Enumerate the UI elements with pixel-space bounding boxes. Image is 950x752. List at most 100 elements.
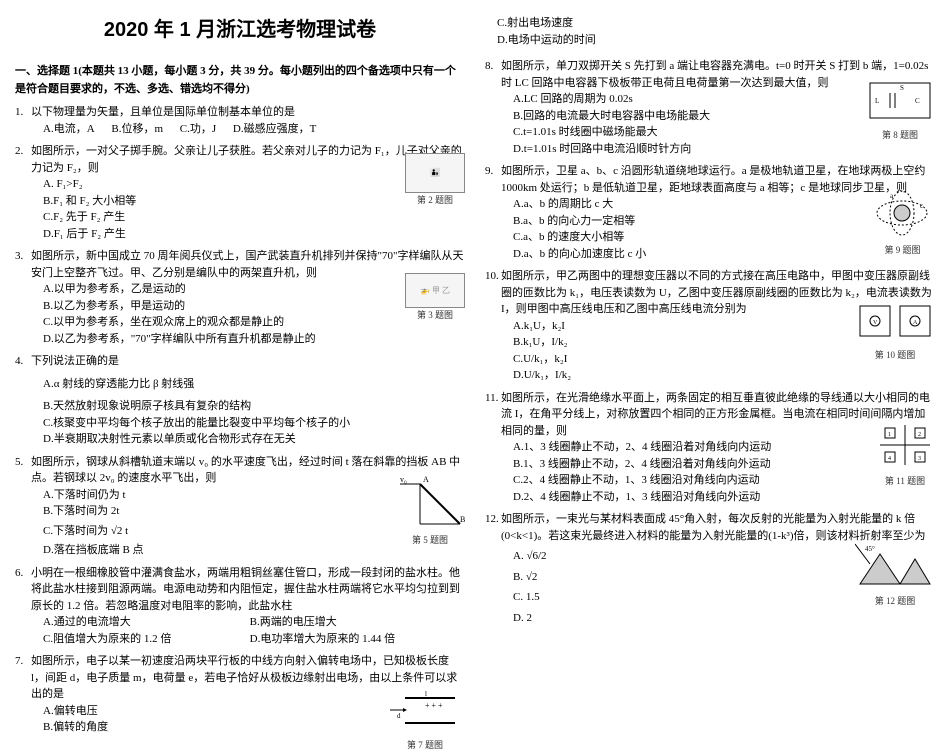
- q2-opts: A. F₁>F₂ B.F₁ 和 F₂ 大小相等 C.F₂ 先于 F₂ 产生 D.…: [31, 176, 465, 242]
- q9-num: 9.: [485, 163, 493, 180]
- question-2: 2. 如图所示，一对父子掷手腕。父亲让儿子获胜。若父亲对儿子的力记为 F₁，儿子…: [15, 143, 465, 242]
- q3-d: D.以乙为参考系，"70"字样编队中所有直升机都是静止的: [43, 331, 465, 348]
- svg-text:C: C: [915, 97, 920, 105]
- q8-figure: L C S 第 8 题图: [865, 78, 935, 142]
- orbit-icon: ca: [870, 188, 935, 238]
- q4-a: A.α 射线的穿透能力比 β 射线强: [43, 376, 465, 393]
- q3-opts: A.以甲为参考系，乙是运动的 B.以乙为参考系，甲是运动的 C.以甲为参考系，坐…: [31, 281, 465, 347]
- question-7: 7. 如图所示，电子以某一初速度沿两块平行板的中线方向射入偏转电场中，已知极板长…: [15, 653, 465, 736]
- svg-text:v₀: v₀: [400, 475, 407, 484]
- q1-stem: 以下物理量为矢量，且单位是国际单位制基本单位的是: [31, 106, 295, 118]
- q2-b: B.F₁ 和 F₂ 大小相等: [43, 193, 465, 210]
- q6-num: 6.: [15, 565, 23, 582]
- question-10: 10. 如图所示，甲乙两图中的理想变压器以不同的方式接在高压电路中，甲图中变压器…: [485, 268, 935, 384]
- q6-a: A.通过的电流增大: [43, 614, 233, 631]
- svg-text:A: A: [913, 320, 918, 326]
- q11-stem: 如图所示，在光滑绝缘水平面上，两条固定的相互垂直彼此绝缘的导线通以大小相同的电流…: [501, 392, 930, 437]
- q7-num: 7.: [15, 653, 23, 670]
- q2-c: C.F₂ 先于 F₂ 产生: [43, 209, 465, 226]
- q5-num: 5.: [15, 454, 23, 471]
- q7-opts-cont: C.射出电场速度 D.电场中运动的时间: [485, 15, 935, 48]
- svg-text:4: 4: [888, 456, 891, 462]
- q1-num: 1.: [15, 104, 23, 121]
- q4-opts: A.α 射线的穿透能力比 β 射线强 B.天然放射现象说明原子核具有复杂的结构 …: [31, 376, 465, 448]
- q10-cap: 第 10 题图: [855, 349, 935, 363]
- arm-wrestle-icon: 👨‍👦: [405, 153, 465, 193]
- question-12: 12. 如图所示，一束光与某材料表面成 45°角入射，每次反射的光能量为入射光能…: [485, 511, 935, 630]
- transformer-icon: VA: [855, 298, 935, 343]
- coils-icon: 1 2 4 3: [875, 420, 935, 470]
- question-3: 3. 如图所示，新中国成立 70 周年阅兵仪式上，国产武装直升机排列并保持"70…: [15, 248, 465, 347]
- q2-num: 2.: [15, 143, 23, 160]
- svg-text:l: l: [425, 690, 427, 698]
- q11-d: D.2、4 线圈静止不动，1、3 线圈沿对角线向外运动: [513, 489, 935, 506]
- svg-text:S: S: [900, 84, 904, 92]
- q7-figure: l d + + + 第 7 题图: [385, 688, 465, 752]
- q12-cap: 第 12 题图: [855, 595, 935, 609]
- q3-num: 3.: [15, 248, 23, 265]
- q4-d: D.半衰期取决射性元素以单质或化合物形式存在无关: [43, 431, 465, 448]
- q8-d: D.t=1.01s 时回路中电流沿顺时针方向: [513, 141, 935, 158]
- q1-opts: A.电流，A B.位移，m C.功，J D.磁感应强度，T: [31, 121, 465, 138]
- svg-text:3: 3: [918, 456, 921, 462]
- q9-cap: 第 9 题图: [870, 244, 935, 258]
- q3-b: B.以乙为参考系，甲是运动的: [43, 298, 465, 315]
- q4-num: 4.: [15, 353, 23, 370]
- svg-text:45°: 45°: [865, 545, 875, 553]
- q1-d: D.磁感应强度，T: [233, 121, 316, 138]
- q1-c: C.功，J: [180, 121, 216, 138]
- svg-text:c: c: [920, 202, 923, 210]
- question-9: 9. 如图所示，卫星 a、b、c 沿圆形轨道绕地球运行。a 是极地轨道卫星，在地…: [485, 163, 935, 262]
- svg-text:B: B: [460, 515, 465, 524]
- question-8: 8. 如图所示，单刀双掷开关 S 先打到 a 端让电容器充满电。t=0 时开关 …: [485, 58, 935, 157]
- q6-stem: 小明在一根细橡胶管中灌满食盐水，两端用粗铜丝塞住管口，形成一段封闭的盐水柱。他将…: [31, 567, 460, 612]
- svg-text:+ + +: + + +: [425, 701, 443, 710]
- q2-figure: 👨‍👦 第 2 题图: [405, 153, 465, 208]
- refraction-icon: 45°: [855, 539, 935, 589]
- q10-num: 10.: [485, 268, 499, 285]
- q9-stem: 如图所示，卫星 a、b、c 沿圆形轨道绕地球运行。a 是极地轨道卫星，在地球两极…: [501, 165, 925, 194]
- q8-cap: 第 8 题图: [865, 129, 935, 143]
- q6-opts: A.通过的电流增大 B.两端的电压增大 C.阻值增大为原来的 1.2 倍 D.电…: [31, 614, 465, 647]
- q1-b: B.位移，m: [111, 121, 163, 138]
- svg-text:A: A: [423, 475, 429, 484]
- q2-stem: 如图所示，一对父子掷手腕。父亲让儿子获胜。若父亲对儿子的力记为 F₁，儿子对父亲…: [31, 145, 462, 174]
- lc-circuit-icon: L C S: [865, 78, 935, 123]
- q11-figure: 1 2 4 3 第 11 题图: [875, 420, 935, 489]
- q3-stem: 如图所示，新中国成立 70 周年阅兵仪式上，国产武装直升机排列并保持"70"字样…: [31, 250, 463, 279]
- question-1: 1. 以下物理量为矢量，且单位是国际单位制基本单位的是 A.电流，A B.位移，…: [15, 104, 465, 137]
- q7-cap: 第 7 题图: [385, 739, 465, 752]
- q5-figure: v₀ A B 第 5 题图: [395, 474, 465, 548]
- q7-d: D.电场中运动的时间: [497, 32, 935, 49]
- question-11: 11. 如图所示，在光滑绝缘水平面上，两条固定的相互垂直彼此绝缘的导线通以大小相…: [485, 390, 935, 506]
- q12-num: 12.: [485, 511, 499, 528]
- q3-c: C.以甲为参考系，坐在观众席上的观众都是静止的: [43, 314, 465, 331]
- q6-b: B.两端的电压增大: [250, 614, 337, 631]
- q2-d: D.F₁ 后于 F₂ 产生: [43, 226, 465, 243]
- svg-text:d: d: [397, 712, 401, 720]
- q11-cap: 第 11 题图: [875, 475, 935, 489]
- q12-stem: 如图所示，一束光与某材料表面成 45°角入射，每次反射的光能量为入射光能量的 k…: [501, 513, 926, 542]
- q3-figure: 🚁 甲 乙 第 3 题图: [405, 273, 465, 323]
- question-6: 6. 小明在一根细橡胶管中灌满食盐水，两端用粗铜丝塞住管口，形成一段封闭的盐水柱…: [15, 565, 465, 648]
- q12-d: D. 2: [513, 610, 935, 627]
- q11-a: A.1、3 线圈静止不动，2、4 线圈沿着对角线向内运动: [513, 439, 935, 456]
- svg-text:1: 1: [888, 432, 891, 438]
- q11-opts: A.1、3 线圈静止不动，2、4 线圈沿着对角线向内运动 B.1、3 线圈静止不…: [501, 439, 935, 505]
- q5-cap: 第 5 题图: [395, 534, 465, 548]
- q3-cap: 第 3 题图: [405, 309, 465, 323]
- q4-stem: 下列说法正确的是: [31, 355, 119, 367]
- svg-text:L: L: [875, 97, 879, 105]
- q10-figure: VA 第 10 题图: [855, 298, 935, 362]
- q4-b: B.天然放射现象说明原子核具有复杂的结构: [43, 398, 465, 415]
- q2-cap: 第 2 题图: [405, 194, 465, 208]
- question-4: 4. 下列说法正确的是 A.α 射线的穿透能力比 β 射线强 B.天然放射现象说…: [15, 353, 465, 448]
- q6-c: C.阻值增大为原来的 1.2 倍: [43, 631, 233, 648]
- q11-num: 11.: [485, 390, 498, 407]
- ramp-icon: v₀ A B: [395, 474, 465, 529]
- q11-c: C.2、4 线圈静止不动，1、3 线圈沿对角线向内运动: [513, 472, 935, 489]
- svg-text:V: V: [873, 320, 878, 326]
- exam-title: 2020 年 1 月浙江选考物理试卷: [15, 15, 465, 45]
- svg-text:2: 2: [918, 432, 921, 438]
- q8-num: 8.: [485, 58, 493, 75]
